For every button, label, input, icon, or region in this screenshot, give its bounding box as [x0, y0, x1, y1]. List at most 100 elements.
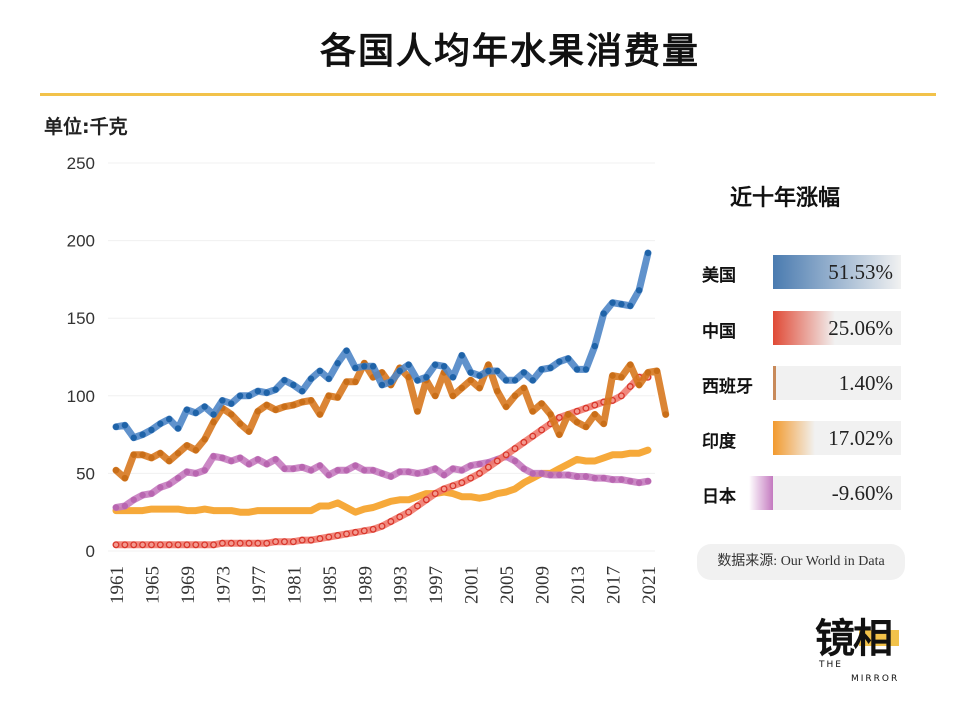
country-label: 印度	[702, 432, 736, 452]
data-point-china	[360, 527, 368, 535]
data-point-japan	[644, 477, 652, 485]
data-point-japan	[334, 467, 341, 474]
data-point-usa	[423, 373, 430, 381]
data-point-usa	[449, 373, 457, 381]
data-point-spain	[139, 451, 146, 458]
data-point-japan	[307, 467, 315, 474]
data-point-japan	[281, 465, 288, 472]
data-point-spain	[192, 446, 199, 454]
x-tick-label: 2021	[639, 566, 660, 604]
data-point-spain	[565, 411, 572, 418]
data-point-japan	[299, 463, 306, 471]
data-point-usa	[299, 387, 306, 395]
data-point-japan	[290, 465, 297, 472]
data-point-china	[148, 541, 155, 549]
data-point-spain	[236, 420, 244, 427]
data-point-japan	[210, 453, 217, 460]
data-point-japan	[432, 465, 439, 472]
data-point-spain	[485, 361, 492, 368]
data-point-spain	[316, 411, 324, 418]
data-point-china	[555, 414, 563, 421]
data-point-china	[201, 541, 209, 549]
data-point-usa	[369, 363, 377, 370]
data-point-usa	[210, 411, 217, 418]
data-point-spain	[618, 373, 625, 381]
data-point-japan	[458, 467, 465, 474]
data-point-usa	[228, 400, 235, 407]
growth-row: 中国 25.06%	[700, 311, 910, 347]
data-point-japan	[201, 467, 208, 474]
data-point-usa	[272, 386, 279, 393]
data-point-china	[378, 522, 386, 530]
data-point-spain	[201, 436, 208, 443]
data-point-spain	[653, 367, 661, 375]
data-point-usa	[582, 366, 590, 373]
data-point-china	[476, 469, 483, 477]
data-point-usa	[290, 381, 297, 389]
data-point-usa	[547, 364, 554, 372]
data-point-usa	[325, 375, 332, 382]
data-point-china	[130, 541, 138, 549]
data-point-japan	[467, 462, 474, 469]
y-tick-label: 100	[67, 387, 95, 406]
data-point-spain	[432, 392, 439, 399]
data-point-china	[218, 539, 226, 547]
y-tick-label: 0	[86, 542, 95, 561]
data-point-spain	[591, 411, 598, 418]
data-point-japan	[121, 502, 129, 510]
data-point-china	[458, 479, 466, 487]
data-point-japan	[635, 479, 643, 486]
data-point-china	[520, 438, 528, 446]
data-point-japan	[148, 490, 155, 497]
data-point-spain	[414, 408, 421, 415]
data-point-usa	[591, 342, 598, 350]
data-point-spain	[352, 378, 359, 386]
data-point-china	[414, 502, 421, 510]
data-point-usa	[378, 381, 386, 389]
data-point-usa	[502, 377, 510, 384]
data-point-china	[449, 482, 457, 490]
data-point-spain	[476, 384, 483, 392]
logo-en-2: MIRROR	[851, 674, 900, 684]
growth-bar-fill	[773, 311, 836, 345]
country-label: 日本	[702, 487, 736, 507]
data-point-china	[272, 538, 280, 546]
data-point-china	[396, 513, 404, 521]
data-point-china	[351, 528, 359, 536]
data-point-spain	[627, 361, 634, 368]
data-point-japan	[591, 474, 598, 482]
data-point-china	[369, 525, 377, 533]
data-point-japan	[316, 462, 324, 469]
data-point-usa	[387, 378, 395, 386]
data-point-china	[626, 383, 634, 390]
country-label: 西班牙	[702, 377, 753, 397]
data-point-china	[493, 457, 501, 465]
data-point-usa	[201, 403, 208, 410]
data-point-japan	[378, 470, 386, 477]
data-point-japan	[582, 473, 590, 480]
data-point-japan	[538, 470, 545, 477]
data-point-usa	[618, 301, 625, 308]
data-point-usa	[174, 425, 182, 432]
growth-bar-track: 25.06%	[773, 311, 901, 345]
data-point-usa	[139, 431, 146, 438]
data-point-usa	[476, 372, 483, 379]
data-point-usa	[635, 287, 643, 294]
data-point-usa	[334, 360, 341, 367]
growth-bar-track: -9.60%	[749, 476, 901, 510]
x-tick-label: 1997	[426, 566, 447, 604]
data-point-china	[467, 474, 475, 482]
growth-bar-track: 1.40%	[773, 366, 901, 400]
data-point-usa	[609, 299, 616, 306]
data-point-spain	[511, 392, 519, 399]
data-point-usa	[414, 377, 421, 384]
data-point-china	[263, 539, 271, 547]
data-point-japan	[157, 484, 164, 491]
data-point-japan	[139, 491, 146, 499]
data-point-usa	[511, 377, 519, 384]
data-point-usa	[529, 377, 536, 384]
data-point-japan	[245, 460, 253, 468]
data-point-usa	[396, 367, 403, 375]
data-point-spain	[281, 403, 288, 410]
